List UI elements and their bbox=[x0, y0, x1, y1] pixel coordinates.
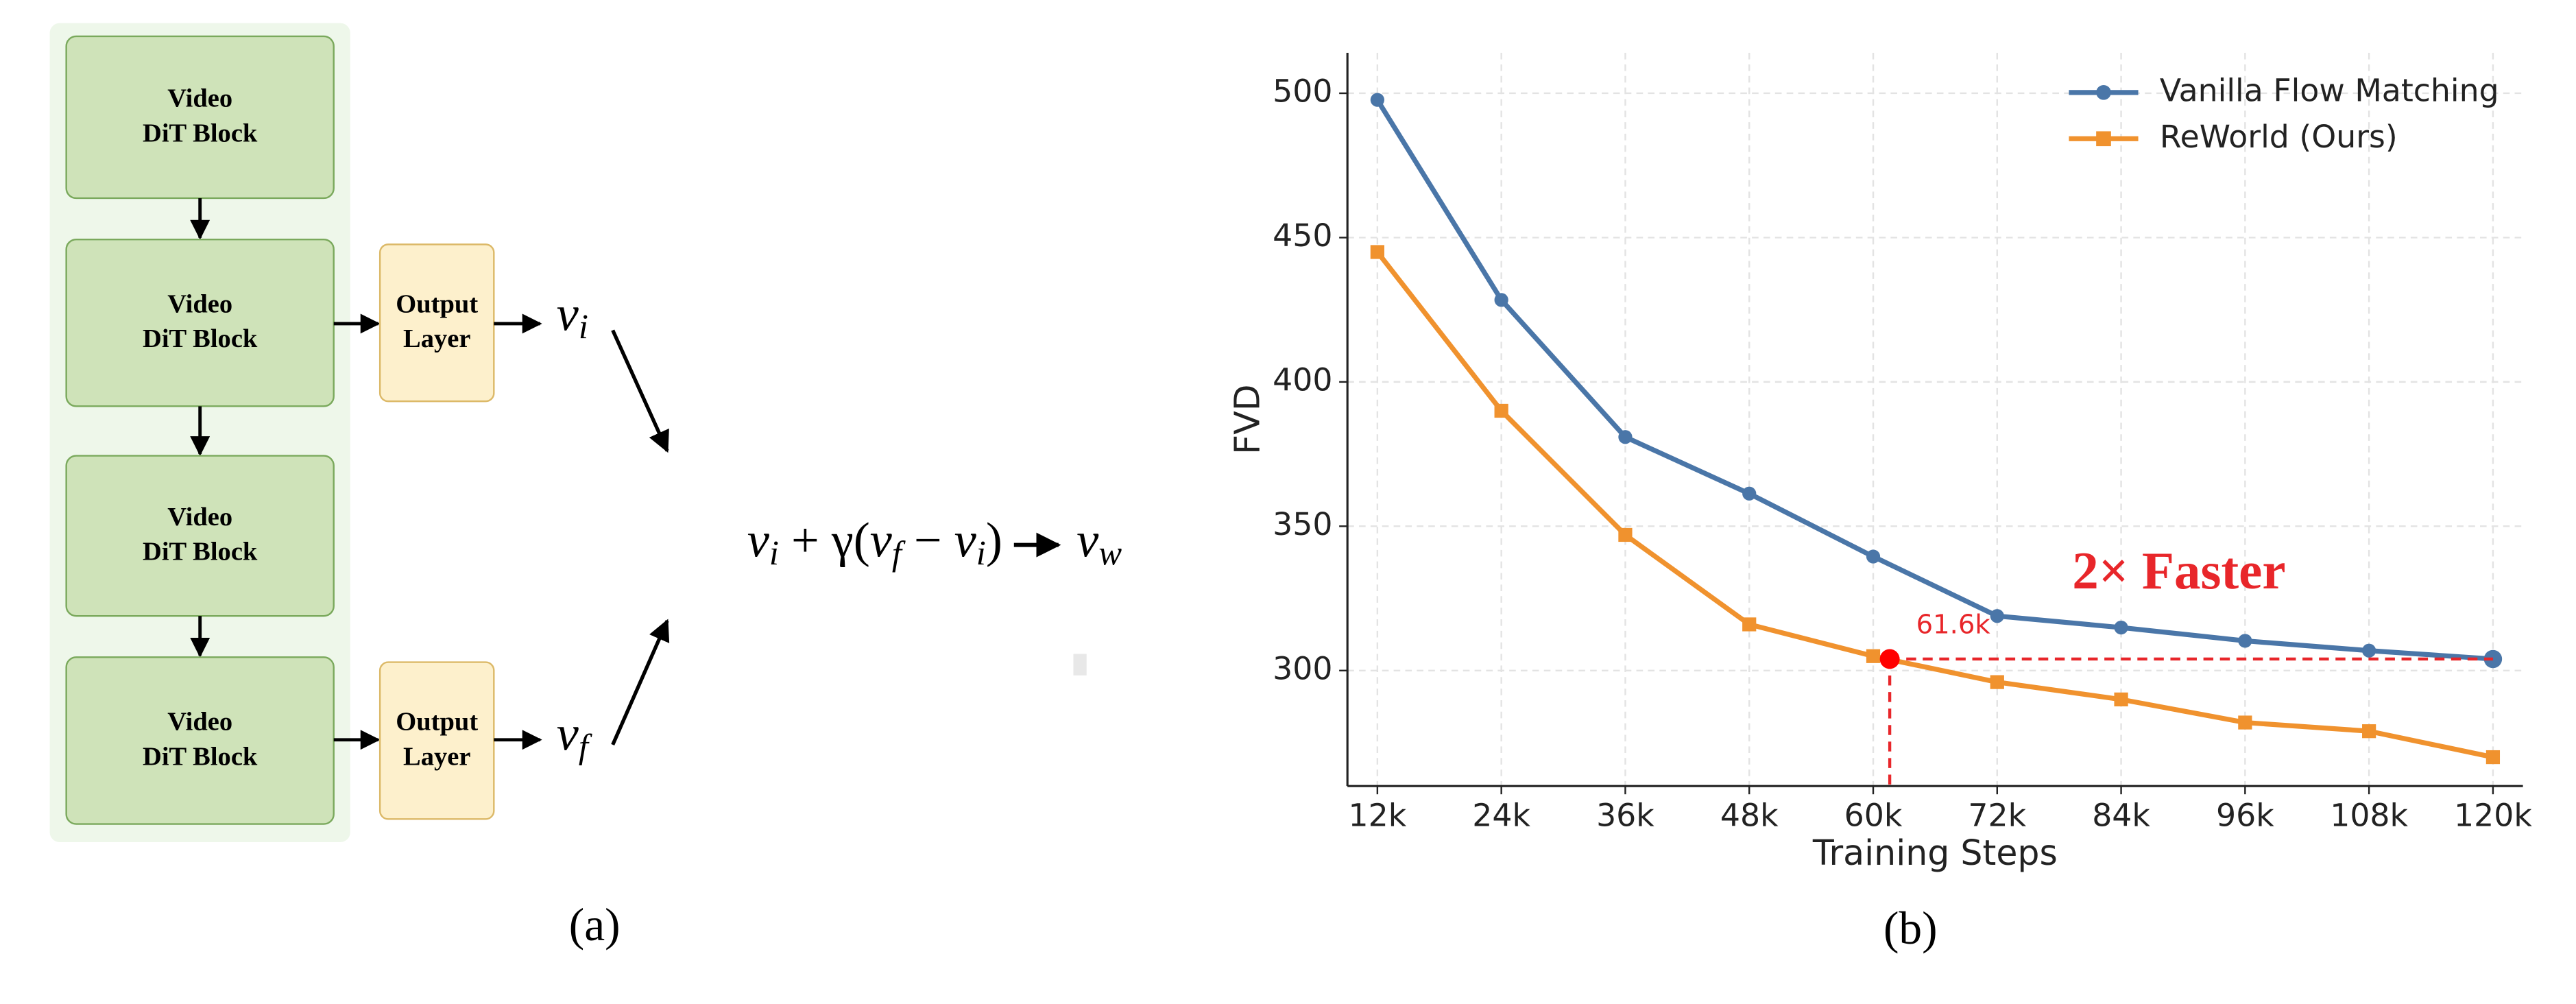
diagram: Video DiT Block Video DiT Block Video DiT Blo… bbox=[65, 35, 1122, 825]
marker bbox=[1990, 675, 2004, 689]
block-label: Video bbox=[167, 84, 232, 113]
math-part: v bbox=[870, 512, 893, 567]
math-part: v bbox=[954, 512, 977, 567]
chart: 300 350 400 450 500 12k 24k 36k 48k 60k 72k 84k 96k 1… bbox=[1227, 53, 2532, 873]
x-tick-label: 48k bbox=[1720, 797, 1779, 833]
marker bbox=[2096, 131, 2111, 147]
block-label: Video bbox=[167, 503, 232, 531]
marker bbox=[1370, 245, 1384, 259]
x-tick-label: 24k bbox=[1472, 797, 1530, 833]
dit-block bbox=[65, 455, 335, 617]
dit-block bbox=[65, 35, 335, 200]
y-tick-label: 450 bbox=[1273, 217, 1332, 254]
math-part: i bbox=[579, 307, 588, 346]
output-label: Layer bbox=[403, 742, 470, 771]
legend-label: ReWorld (Ours) bbox=[2160, 119, 2398, 155]
marker bbox=[2238, 634, 2252, 648]
x-tick-label: 72k bbox=[1968, 797, 2026, 833]
output-layer bbox=[378, 661, 495, 820]
marker bbox=[1618, 527, 1633, 542]
output-label: Output bbox=[396, 708, 478, 737]
block-label: DiT Block bbox=[143, 742, 258, 771]
annotation-text: 2× Faster bbox=[2072, 541, 2285, 600]
math-part: v bbox=[557, 706, 579, 761]
math: vi + γ(vf − vi) bbox=[747, 512, 1002, 572]
block-label: DiT Block bbox=[143, 324, 258, 353]
x-tick-label: 96k bbox=[2216, 797, 2274, 833]
y-tick-label: 500 bbox=[1273, 73, 1332, 109]
math-part: v bbox=[1076, 512, 1099, 567]
marker bbox=[2114, 692, 2128, 706]
block-label: DiT Block bbox=[143, 538, 258, 566]
y-tick-label: 400 bbox=[1273, 361, 1332, 398]
dit-block bbox=[65, 656, 335, 825]
marker bbox=[2096, 85, 2111, 100]
marker bbox=[1494, 293, 1508, 307]
marker bbox=[2362, 643, 2376, 658]
y-axis-label: FVD bbox=[1227, 384, 1268, 455]
marker bbox=[1866, 549, 1881, 564]
math-part: ) bbox=[986, 512, 1002, 567]
series-line bbox=[1375, 98, 2494, 662]
x-tick-label: 12k bbox=[1349, 797, 1407, 833]
marker bbox=[1990, 609, 2004, 623]
math-part: f bbox=[579, 727, 592, 765]
dit-block bbox=[65, 238, 335, 407]
x-tick-label: 108k bbox=[2330, 797, 2408, 833]
x-tick-label: 120k bbox=[2454, 797, 2532, 833]
arrow bbox=[611, 619, 670, 746]
caption: (b) bbox=[1883, 903, 1938, 954]
block-label: Video bbox=[167, 290, 232, 319]
marker bbox=[1370, 93, 1384, 107]
block-label: Video bbox=[167, 708, 232, 737]
marker bbox=[1742, 486, 1757, 501]
x-tick-label: 84k bbox=[2092, 797, 2150, 833]
output-label: Output bbox=[396, 290, 478, 319]
math-part: w bbox=[1098, 534, 1122, 572]
y-tick-label: 350 bbox=[1273, 506, 1332, 542]
marker bbox=[1742, 617, 1757, 632]
legend-label: Vanilla Flow Matching bbox=[2160, 72, 2499, 108]
output-layer bbox=[378, 243, 495, 403]
output-label: Layer bbox=[403, 324, 470, 353]
x-axis-label: Training Steps bbox=[1812, 833, 2058, 873]
block-label: DiT Block bbox=[143, 119, 258, 147]
y-tick-label: 300 bbox=[1273, 650, 1332, 686]
math-part: v bbox=[557, 286, 579, 341]
caption: (a) bbox=[569, 899, 621, 951]
marker bbox=[2114, 620, 2128, 635]
math: vw bbox=[1076, 512, 1122, 572]
artifact bbox=[1073, 654, 1087, 676]
arrow bbox=[611, 329, 669, 453]
math-part: i bbox=[976, 534, 986, 572]
marker bbox=[1618, 430, 1633, 444]
annotation-point bbox=[1879, 649, 1900, 669]
marker bbox=[2362, 724, 2376, 739]
math-part: v bbox=[747, 512, 770, 567]
x-tick-label: 60k bbox=[1844, 797, 1903, 833]
math-part: i bbox=[769, 534, 779, 572]
math: vf bbox=[557, 706, 592, 765]
math-part: + γ( bbox=[779, 512, 870, 567]
marker bbox=[1494, 403, 1508, 418]
math: vi bbox=[557, 286, 588, 346]
math-part: − bbox=[902, 512, 954, 567]
x-tick-label: 36k bbox=[1596, 797, 1654, 833]
marker bbox=[2238, 715, 2252, 730]
series-line bbox=[1375, 250, 2494, 760]
marker bbox=[2485, 750, 2501, 765]
annotation-label: 61.6k bbox=[1916, 609, 1991, 640]
marker bbox=[1866, 649, 1881, 663]
